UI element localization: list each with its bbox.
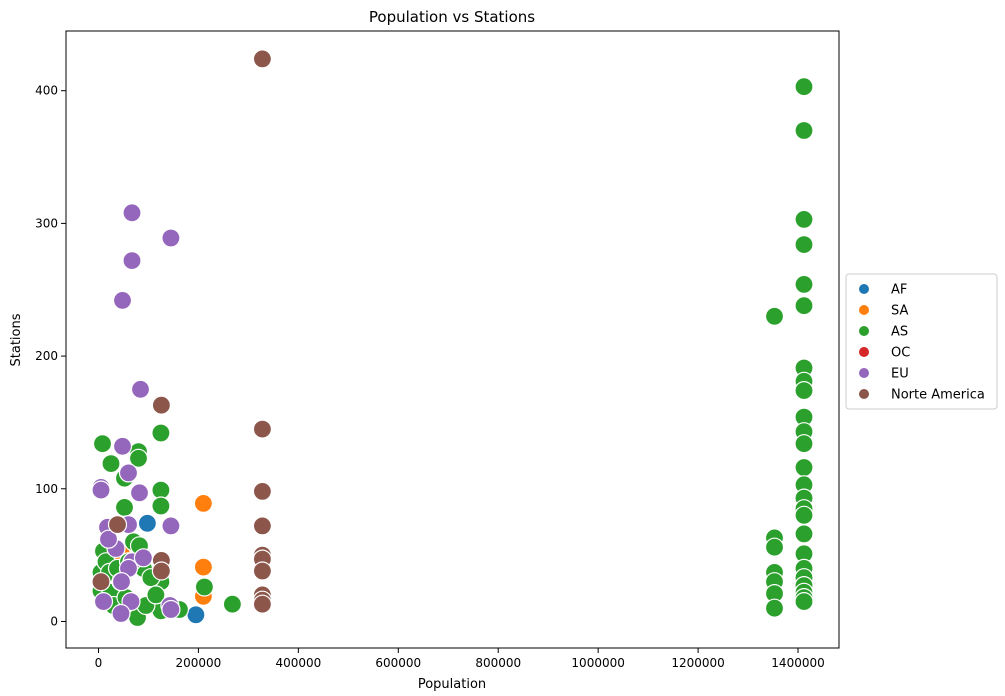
data-point-sa <box>193 557 213 577</box>
legend-box <box>845 273 998 410</box>
x-tick-label: 200000 <box>176 656 222 670</box>
data-point-eu <box>161 516 181 536</box>
y-tick-label: 400 <box>35 84 58 98</box>
data-point-as <box>764 537 785 557</box>
x-tick-label: 1000000 <box>571 656 624 670</box>
legend-marker <box>859 284 869 294</box>
data-point-eu <box>112 290 133 310</box>
data-point-as <box>794 120 814 141</box>
data-point-as <box>114 497 135 517</box>
y-tick-label: 300 <box>35 216 58 230</box>
data-point-as <box>764 598 785 618</box>
data-point-sa <box>193 493 213 513</box>
data-point-norte-america <box>151 561 171 581</box>
data-point-as <box>794 235 814 255</box>
data-point-norte-america <box>252 49 272 69</box>
legend-marker <box>859 347 869 357</box>
y-axis-label: Stations <box>9 313 24 366</box>
data-point-as <box>101 454 121 474</box>
legend-marker <box>859 305 869 315</box>
legend-label: AS <box>891 325 908 340</box>
x-axis-label: Population <box>418 677 486 692</box>
data-point-as <box>794 524 814 544</box>
chart-title: Population vs Stations <box>369 8 535 26</box>
data-point-norte-america <box>252 561 272 581</box>
legend-label: Norte America <box>891 388 985 403</box>
data-point-as <box>764 306 785 326</box>
data-point-af <box>137 513 157 533</box>
x-tick-label: 0 <box>95 656 103 670</box>
data-point-as <box>92 434 113 454</box>
data-point-as <box>128 448 149 468</box>
y-tick-label: 100 <box>35 482 58 496</box>
data-point-eu <box>161 228 181 248</box>
x-tick-label: 400000 <box>275 656 321 670</box>
data-point-eu <box>111 572 132 592</box>
data-point-as <box>794 381 814 401</box>
data-point-as <box>151 496 171 516</box>
data-point-af <box>186 605 206 625</box>
data-point-as <box>151 423 171 443</box>
data-point-as <box>794 77 814 97</box>
data-point-norte-america <box>252 594 272 614</box>
data-point-as <box>794 209 814 229</box>
legend-label: SA <box>891 304 908 319</box>
data-point-eu <box>111 603 131 624</box>
y-tick-label: 200 <box>35 349 58 363</box>
y-axis: 0 100 200 300 400 <box>35 84 66 628</box>
data-point-norte-america <box>91 572 111 592</box>
data-point-as <box>222 594 242 614</box>
data-point-norte-america <box>151 395 171 415</box>
legend: AF SA AS OC EU Norte America <box>845 273 998 410</box>
data-point-eu <box>122 203 142 223</box>
data-point-eu <box>161 599 181 620</box>
data-point-as <box>794 296 814 316</box>
plot-frame <box>65 30 840 649</box>
data-point-eu <box>130 379 151 399</box>
data-point-as <box>794 505 814 525</box>
legend-marker <box>859 326 869 336</box>
data-point-eu <box>129 483 150 503</box>
data-point-eu <box>112 436 133 456</box>
data-point-eu <box>98 529 119 549</box>
x-axis: 0 200000 400000 600000 800000 1000000 1200000 1… <box>95 648 825 670</box>
x-tick-label: 1400000 <box>771 656 824 670</box>
legend-label: EU <box>891 367 909 382</box>
data-point-as <box>794 274 814 294</box>
data-point-eu <box>133 548 153 568</box>
data-point-norte-america <box>252 419 272 439</box>
legend-label: AF <box>891 283 907 298</box>
legend-label: OC <box>891 346 910 361</box>
x-tick-label: 800000 <box>475 656 521 670</box>
data-point-as <box>794 434 814 454</box>
data-point-as <box>194 577 214 597</box>
x-tick-label: 600000 <box>375 656 421 670</box>
data-point-norte-america <box>107 514 128 535</box>
x-tick-label: 1200000 <box>671 656 724 670</box>
data-point-norte-america <box>252 516 272 536</box>
data-point-eu <box>122 251 142 271</box>
data-point-as <box>794 457 814 478</box>
data-point-eu <box>118 463 139 483</box>
data-point-eu <box>93 591 114 612</box>
y-tick-label: 0 <box>50 614 58 628</box>
data-point-as <box>794 591 814 612</box>
legend-marker <box>859 368 869 378</box>
points-layer <box>91 49 814 628</box>
legend-marker <box>859 389 869 399</box>
data-point-norte-america <box>252 481 272 501</box>
data-point-eu <box>91 480 111 500</box>
data-point-as <box>146 585 166 605</box>
data-point-as <box>151 480 171 500</box>
